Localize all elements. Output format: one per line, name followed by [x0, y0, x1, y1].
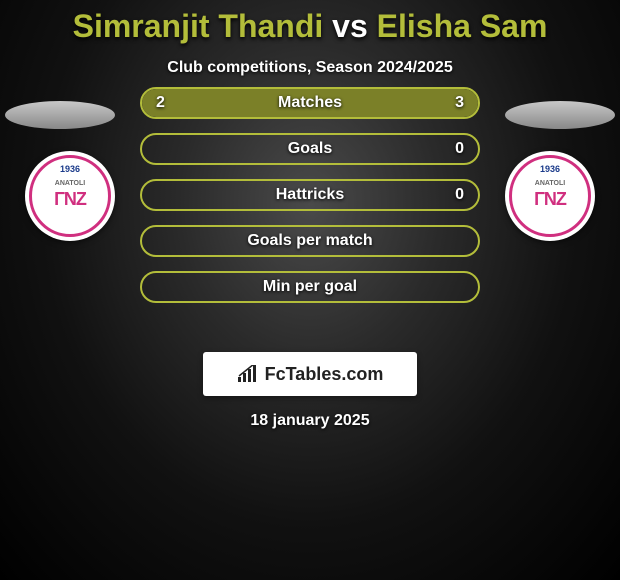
stat-value-right: 0: [455, 186, 464, 204]
stat-bar-hattricks: Hattricks 0: [140, 179, 480, 211]
stat-bar-matches: 2 Matches 3: [140, 87, 480, 119]
badge-year: 1936: [60, 164, 80, 174]
stat-value-right: 0: [455, 140, 464, 158]
page-title: Simranjit Thandi vs Elisha Sam: [0, 0, 620, 45]
stat-bar-goals: Goals 0: [140, 133, 480, 165]
brand-text: FcTables.com: [265, 364, 384, 385]
player-a-name: Simranjit Thandi: [73, 8, 324, 44]
stat-bar-goals-per-match: Goals per match: [140, 225, 480, 257]
badge-subtext: ANATOLI: [535, 180, 565, 187]
stat-value-left: 2: [156, 94, 165, 112]
player-b-name: Elisha Sam: [377, 8, 548, 44]
stat-label: Hattricks: [276, 186, 344, 204]
badge-year: 1936: [540, 164, 560, 174]
subtitle: Club competitions, Season 2024/2025: [0, 59, 620, 77]
stat-bars: 2 Matches 3 Goals 0 Hattricks 0 Goals per match…: [140, 87, 480, 317]
stat-label: Goals per match: [247, 232, 372, 250]
club-badge-right: 1936 ANATOLI ΓΝΖ: [505, 151, 595, 241]
badge-logo: ΓΝΖ: [534, 189, 566, 210]
stat-value-right: 3: [455, 94, 464, 112]
stat-label: Goals: [288, 140, 332, 158]
player-a-platform: [5, 101, 115, 129]
stat-bar-min-per-goal: Min per goal: [140, 271, 480, 303]
club-badge-left: 1936 ANATOLI ΓΝΖ: [25, 151, 115, 241]
stat-label: Matches: [278, 94, 342, 112]
date-text: 18 january 2025: [0, 412, 620, 430]
stat-label: Min per goal: [263, 278, 357, 296]
player-b-platform: [505, 101, 615, 129]
badge-logo: ΓΝΖ: [54, 189, 86, 210]
vs-text: vs: [332, 8, 368, 44]
brand-badge: FcTables.com: [203, 352, 417, 396]
badge-subtext: ANATOLI: [55, 180, 85, 187]
comparison-area: 1936 ANATOLI ΓΝΖ 1936 ANATOLI ΓΝΖ 2Match…: [0, 99, 620, 349]
chart-icon: [237, 365, 259, 383]
